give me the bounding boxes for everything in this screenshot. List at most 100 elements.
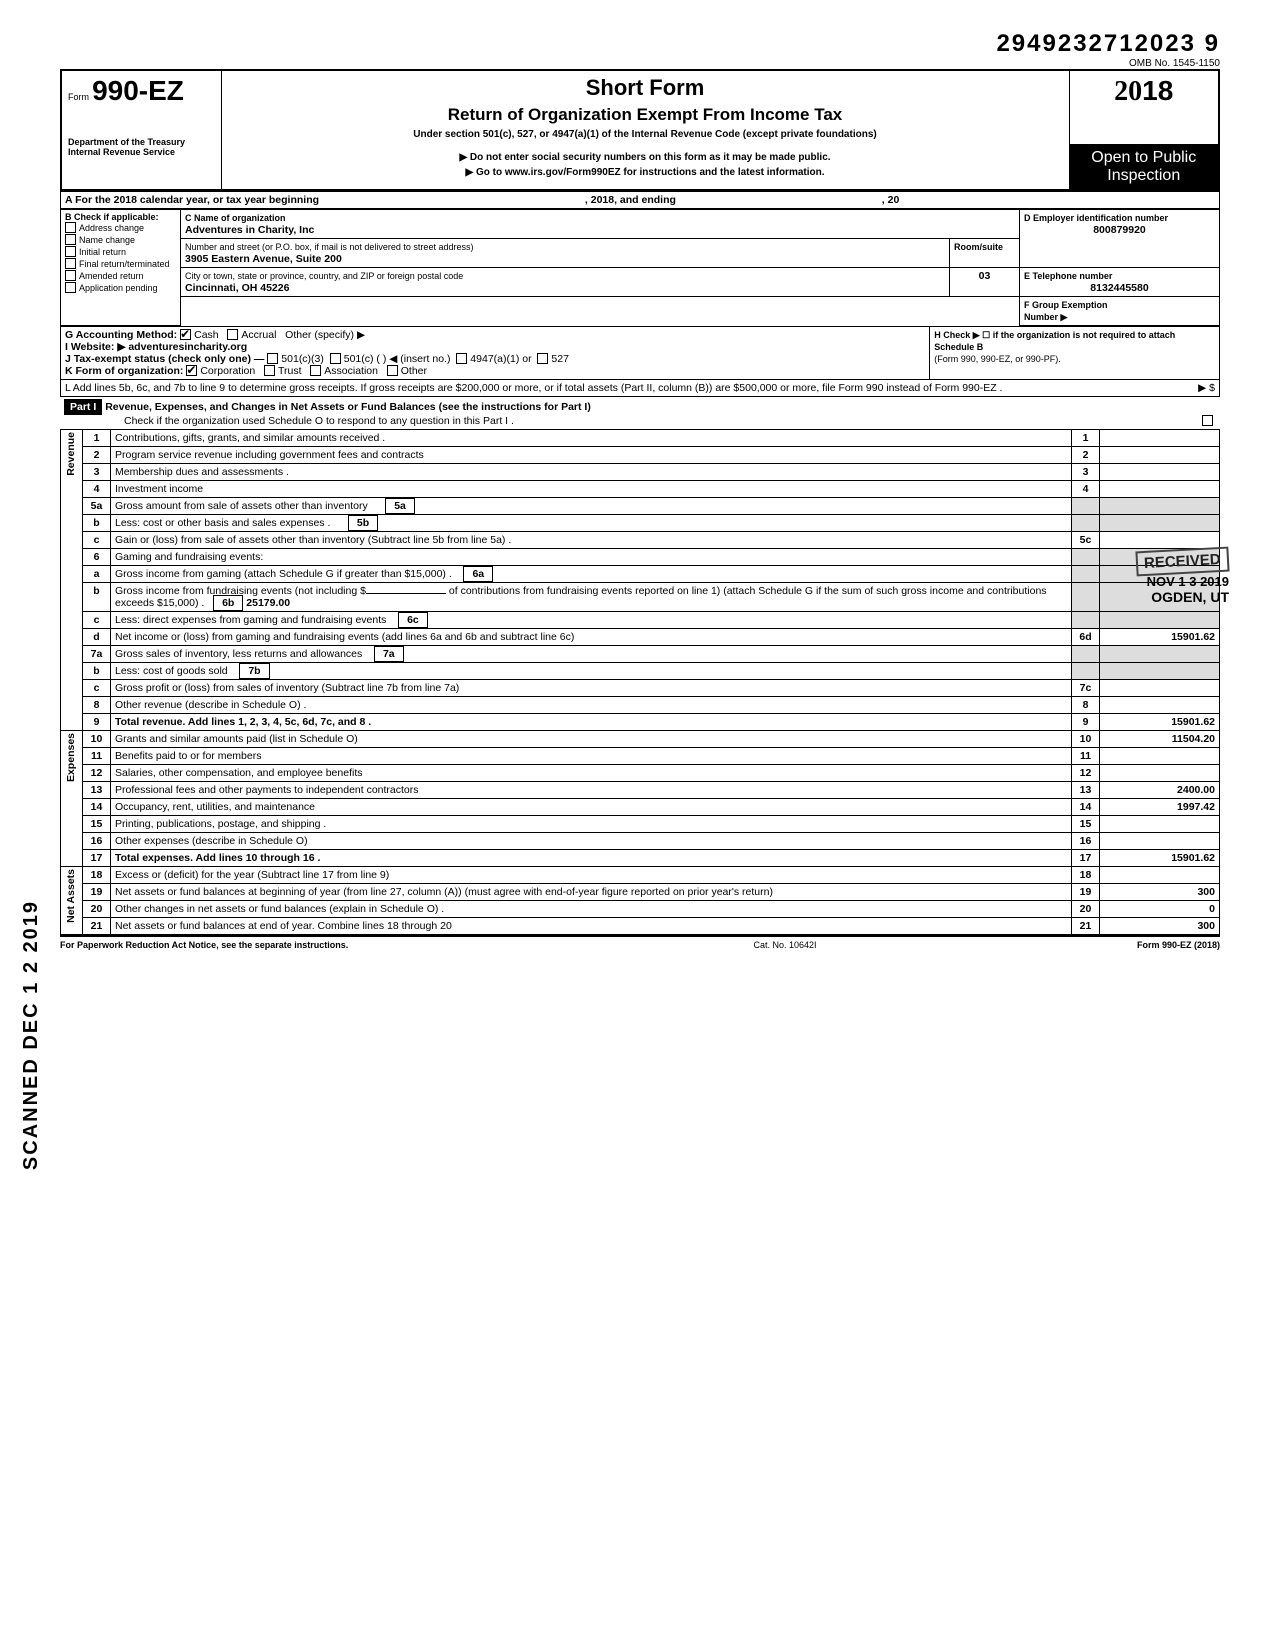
l21-text: Net assets or fund balances at end of ye… — [111, 917, 1072, 934]
part1-check-text: Check if the organization used Schedule … — [124, 415, 514, 427]
footer-mid: Cat. No. 10642I — [640, 940, 930, 950]
l20-num: 20 — [83, 900, 111, 917]
l3-text: Membership dues and assessments . — [111, 463, 1072, 480]
chk-corp[interactable] — [186, 365, 197, 376]
l4-text: Investment income — [111, 480, 1072, 497]
l5c-val — [1100, 531, 1220, 548]
street-value: 3905 Eastern Avenue, Suite 200 — [185, 253, 342, 265]
j-label: J Tax-exempt status (check only one) — — [65, 353, 264, 365]
l17-val: 15901.62 — [1100, 849, 1220, 866]
l2-val — [1100, 446, 1220, 463]
l16-num: 16 — [83, 832, 111, 849]
l6c-text: Less: direct expenses from gaming and fu… — [111, 611, 1072, 628]
chk-other-org[interactable] — [387, 365, 398, 376]
l5b-num: b — [83, 514, 111, 531]
stamp-received: RECEIVED — [1136, 546, 1230, 576]
k-corp: Corporation — [200, 365, 255, 377]
chk-trust[interactable] — [264, 365, 275, 376]
chk-address-change[interactable] — [65, 222, 76, 233]
l19-val: 300 — [1100, 883, 1220, 900]
l-arrow: ▶ $ — [1198, 382, 1215, 394]
f-label: F Group Exemption — [1024, 300, 1108, 310]
chk-501c3[interactable] — [267, 353, 278, 364]
l15-num: 15 — [83, 815, 111, 832]
omb-number: OMB No. 1545-1150 — [60, 58, 1220, 69]
l11-val — [1100, 747, 1220, 764]
g-other: Other (specify) ▶ — [285, 329, 365, 341]
l8-val — [1100, 696, 1220, 713]
l7c-r: 7c — [1072, 679, 1100, 696]
phone-value: 8132445580 — [1024, 282, 1215, 294]
l18-r: 18 — [1072, 866, 1100, 883]
footer-left: For Paperwork Reduction Act Notice, see … — [60, 940, 640, 950]
l5a-r — [1072, 497, 1100, 514]
l14-text: Occupancy, rent, utilities, and maintena… — [111, 798, 1072, 815]
street-label: Number and street (or P.O. box, if mail … — [185, 242, 473, 252]
netassets-sidelabel: Net Assets — [65, 869, 77, 923]
i-label: I Website: ▶ — [65, 341, 125, 353]
l9-text: Total revenue. Add lines 1, 2, 3, 4, 5c,… — [111, 713, 1072, 730]
j-4947: 4947(a)(1) or — [470, 353, 531, 365]
chk-amended[interactable] — [65, 270, 76, 281]
chk-name-change[interactable] — [65, 234, 76, 245]
l11-text: Benefits paid to or for members — [111, 747, 1072, 764]
l2-text: Program service revenue including govern… — [111, 446, 1072, 463]
chk-app-pending[interactable] — [65, 282, 76, 293]
l8-text: Other revenue (describe in Schedule O) . — [111, 696, 1072, 713]
l10-num: 10 — [83, 730, 111, 747]
chk-part1-schedule-o[interactable] — [1202, 415, 1213, 426]
chk-initial-return[interactable] — [65, 246, 76, 257]
l16-r: 16 — [1072, 832, 1100, 849]
l14-val: 1997.42 — [1100, 798, 1220, 815]
form-prefix: Form — [68, 92, 89, 102]
g-cash: Cash — [194, 329, 219, 341]
part1-title: Revenue, Expenses, and Changes in Net As… — [105, 401, 591, 413]
line-a-row: A For the 2018 calendar year, or tax yea… — [60, 191, 1220, 209]
l7a-r — [1072, 645, 1100, 662]
line-a-end: , 20 — [882, 194, 900, 206]
l6d-r: 6d — [1072, 628, 1100, 645]
l17-r: 17 — [1072, 849, 1100, 866]
part1-label: Part I — [64, 399, 102, 415]
footer-right: Form 990-EZ (2018) — [930, 940, 1220, 950]
l11-r: 11 — [1072, 747, 1100, 764]
l18-val — [1100, 866, 1220, 883]
chk-501c[interactable] — [330, 353, 341, 364]
l14-num: 14 — [83, 798, 111, 815]
stamp-ogden: OGDEN, UT — [1136, 589, 1229, 605]
l21-num: 21 — [83, 917, 111, 934]
e-label: E Telephone number — [1024, 271, 1112, 281]
dept-treasury: Department of the Treasury — [68, 137, 215, 147]
chk-4947[interactable] — [456, 353, 467, 364]
l21-val: 300 — [1100, 917, 1220, 934]
l9-r: 9 — [1072, 713, 1100, 730]
h-note: (Form 990, 990-EZ, or 990-PF). — [934, 354, 1061, 364]
chk-accrual[interactable] — [227, 329, 238, 340]
h-label: H Check ▶ ☐ if the organization is not r… — [934, 330, 1175, 352]
form-number: 990-EZ — [92, 75, 184, 106]
k-assoc: Association — [324, 365, 378, 377]
chk-assoc[interactable] — [310, 365, 321, 376]
l4-r: 4 — [1072, 480, 1100, 497]
l20-text: Other changes in net assets or fund bala… — [111, 900, 1072, 917]
l6d-val: 15901.62 — [1100, 628, 1220, 645]
chk-cash[interactable] — [180, 329, 191, 340]
l16-val — [1100, 832, 1220, 849]
title-short: Short Form — [228, 75, 1063, 101]
opt-amended: Amended return — [79, 271, 144, 281]
l5c-text: Gain or (loss) from sale of assets other… — [111, 531, 1072, 548]
l15-text: Printing, publications, postage, and shi… — [111, 815, 1072, 832]
l17-text: Total expenses. Add lines 10 through 16 … — [111, 849, 1072, 866]
l7b-val — [1100, 662, 1220, 679]
line-a-label: A For the 2018 calendar year, or tax yea… — [65, 194, 319, 206]
l19-text: Net assets or fund balances at beginning… — [111, 883, 1072, 900]
stamp-date: NOV 1 3 2019 — [1136, 574, 1229, 589]
room-label: Room/suite — [954, 242, 1003, 252]
chk-final-return[interactable] — [65, 258, 76, 269]
chk-527[interactable] — [537, 353, 548, 364]
l1-val — [1100, 429, 1220, 446]
l6c-val — [1100, 611, 1220, 628]
l17-num: 17 — [83, 849, 111, 866]
l12-num: 12 — [83, 764, 111, 781]
dln-number: 2949232712023 9 — [60, 30, 1220, 58]
